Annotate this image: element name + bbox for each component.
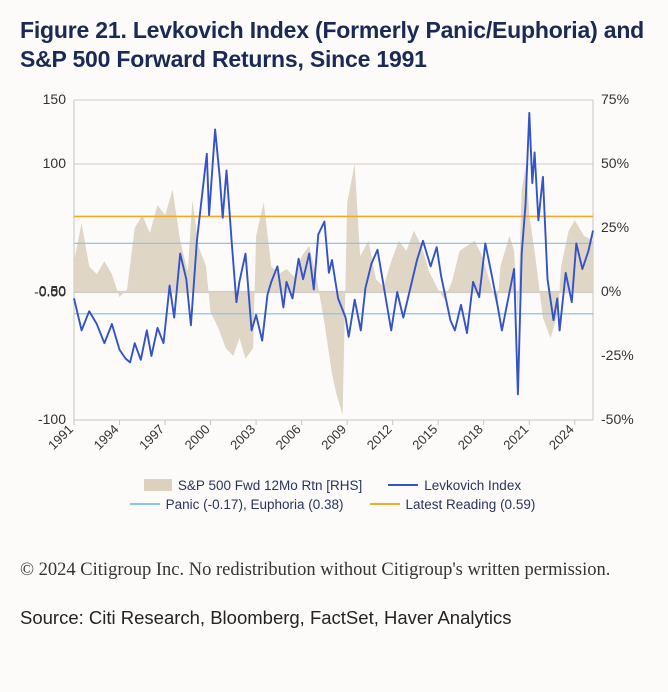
legend-bands: Panic (-0.17), Euphoria (0.38) (130, 497, 344, 512)
legend-area-label: S&P 500 Fwd 12Mo Rtn [RHS] (178, 478, 362, 493)
svg-text:2003: 2003 (227, 421, 258, 452)
legend-latest: Latest Reading (0.59) (370, 497, 536, 512)
svg-text:2009: 2009 (318, 421, 349, 452)
svg-text:2006: 2006 (273, 421, 304, 452)
source-line: Source: Citi Research, Bloomberg, FactSe… (20, 607, 658, 629)
chart-svg: -100-0.500.000.50100150-50%-25%0%25%50%7… (20, 92, 645, 472)
svg-text:-25%: -25% (601, 347, 634, 363)
svg-text:2024: 2024 (546, 421, 577, 452)
svg-text:1994: 1994 (91, 421, 122, 452)
svg-text:2018: 2018 (455, 421, 486, 452)
legend-bands-label: Panic (-0.17), Euphoria (0.38) (166, 497, 344, 512)
legend-line-label: Levkovich Index (424, 478, 521, 493)
svg-text:25%: 25% (601, 219, 629, 235)
svg-text:50%: 50% (601, 155, 629, 171)
chart: -100-0.500.000.50100150-50%-25%0%25%50%7… (20, 92, 645, 472)
svg-text:100: 100 (43, 155, 67, 171)
legend-line: Levkovich Index (388, 478, 521, 493)
legend-area: S&P 500 Fwd 12Mo Rtn [RHS] (144, 478, 362, 493)
svg-text:1997: 1997 (136, 421, 167, 452)
svg-text:2021: 2021 (500, 421, 531, 452)
copyright: © 2024 Citigroup Inc. No redistribution … (20, 558, 640, 584)
swatch-area-icon (144, 479, 172, 491)
svg-text:2015: 2015 (409, 421, 440, 452)
svg-text:0.50: 0.50 (39, 282, 66, 298)
svg-text:0%: 0% (601, 283, 621, 299)
legend: S&P 500 Fwd 12Mo Rtn [RHS] Levkovich Ind… (20, 478, 645, 512)
swatch-latest-icon (370, 503, 400, 505)
svg-text:-50%: -50% (601, 411, 634, 427)
svg-text:2012: 2012 (364, 421, 395, 452)
svg-text:150: 150 (43, 92, 67, 107)
swatch-bands-icon (130, 503, 160, 505)
svg-text:2000: 2000 (182, 421, 213, 452)
figure-title: Figure 21. Levkovich Index (Formerly Pan… (20, 16, 658, 74)
swatch-line-icon (388, 484, 418, 486)
svg-text:75%: 75% (601, 92, 629, 107)
legend-latest-label: Latest Reading (0.59) (406, 497, 536, 512)
